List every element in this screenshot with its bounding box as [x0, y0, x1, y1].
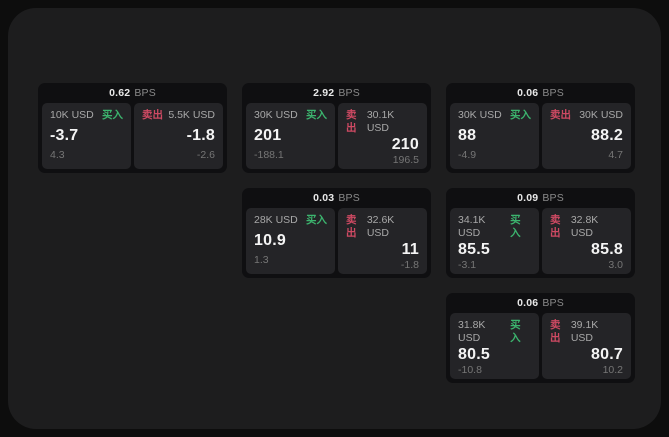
buy-badge: 买入	[306, 214, 327, 226]
buy-panel[interactable]: 30K USD 买入 201 -188.1	[246, 103, 335, 169]
buy-delta: -10.8	[458, 364, 482, 376]
buy-amount: 28K USD	[254, 214, 298, 226]
sell-panel[interactable]: 卖出 30.1K USD 210 196.5	[338, 103, 427, 169]
bps-header: 0.06 BPS	[450, 83, 631, 103]
sell-delta: 4.7	[608, 149, 623, 161]
sell-delta: 3.0	[608, 259, 623, 271]
buy-price: 201	[254, 127, 282, 144]
buy-price: 80.5	[458, 346, 490, 363]
buy-price: 85.5	[458, 241, 490, 258]
buy-badge: 买入	[306, 109, 327, 121]
sell-panel[interactable]: 卖出 32.8K USD 85.8 3.0	[542, 208, 631, 274]
buy-delta: 1.3	[254, 254, 269, 266]
bps-header: 0.09 BPS	[450, 188, 631, 208]
sell-delta: -2.6	[196, 149, 215, 161]
sell-panel[interactable]: 卖出 39.1K USD 80.7 10.2	[542, 313, 631, 379]
quote-card: 0.62 BPS 10K USD 买入 -3.7 4.3 卖出 5.5K USD	[38, 83, 227, 173]
sell-amount: 32.6K USD	[366, 214, 395, 239]
quote-card: 0.03 BPS 28K USD 买入 10.9 1.3 卖出 32.6K US…	[242, 188, 431, 278]
bps-unit-label: BPS	[542, 192, 564, 204]
sell-delta: -1.8	[400, 259, 419, 271]
sell-badge: 卖出	[346, 214, 357, 239]
buy-delta: -3.1	[458, 259, 477, 271]
quote-card: 0.09 BPS 34.1K USD 买入 85.5 -3.1 卖出 32.8K…	[446, 188, 635, 278]
buy-amount: 30K USD	[458, 109, 502, 121]
buy-panel[interactable]: 10K USD 买入 -3.7 4.3	[42, 103, 131, 169]
buy-badge: 买入	[102, 109, 123, 121]
buy-price: -3.7	[50, 127, 79, 144]
bps-value: 0.03	[313, 192, 335, 204]
buy-panel[interactable]: 34.1K USD 买入 85.5 -3.1	[450, 208, 539, 274]
bps-unit-label: BPS	[338, 87, 360, 99]
buy-panel[interactable]: 30K USD 买入 88 -4.9	[450, 103, 539, 169]
sell-badge: 卖出	[142, 109, 163, 121]
bps-value: 0.09	[517, 192, 539, 204]
buy-panel[interactable]: 28K USD 买入 10.9 1.3	[246, 208, 335, 274]
buy-amount: 30K USD	[254, 109, 298, 121]
bps-header: 0.06 BPS	[450, 293, 631, 313]
quote-card: 0.06 BPS 30K USD 买入 88 -4.9 卖出 30K USD	[446, 83, 635, 173]
sell-amount: 5.5K USD	[168, 109, 215, 121]
sell-badge: 卖出	[550, 214, 561, 239]
bps-unit-label: BPS	[542, 87, 564, 99]
sell-badge: 卖出	[550, 319, 561, 344]
quote-card: 2.92 BPS 30K USD 买入 201 -188.1 卖出 30.1K …	[242, 83, 431, 173]
sell-price: 210	[391, 136, 419, 153]
buy-badge: 买入	[510, 214, 521, 239]
sell-price: 88.2	[591, 127, 623, 144]
buy-amount: 34.1K USD	[458, 214, 486, 239]
sell-price: 85.8	[591, 241, 623, 258]
bps-unit-label: BPS	[338, 192, 360, 204]
buy-delta: -4.9	[458, 149, 477, 161]
sell-badge: 卖出	[346, 109, 357, 134]
buy-amount: 31.8K USD	[458, 319, 486, 344]
buy-panel[interactable]: 31.8K USD 买入 80.5 -10.8	[450, 313, 539, 379]
sell-price: -1.8	[186, 127, 215, 144]
bps-value: 2.92	[313, 87, 335, 99]
bps-header: 2.92 BPS	[246, 83, 427, 103]
quote-card: 0.06 BPS 31.8K USD 买入 80.5 -10.8 卖出 39.1…	[446, 293, 635, 383]
app-surface: 0.62 BPS 10K USD 买入 -3.7 4.3 卖出 5.5K USD	[8, 8, 661, 429]
buy-amount: 10K USD	[50, 109, 94, 121]
sell-amount: 30.1K USD	[366, 109, 395, 134]
sell-panel[interactable]: 卖出 5.5K USD -1.8 -2.6	[134, 103, 223, 169]
buy-price: 88	[458, 127, 477, 144]
bps-header: 0.03 BPS	[246, 188, 427, 208]
buy-price: 10.9	[254, 232, 286, 249]
sell-amount: 30K USD	[579, 109, 623, 121]
sell-price: 11	[401, 241, 419, 258]
bps-header: 0.62 BPS	[42, 83, 223, 103]
sell-amount: 39.1K USD	[570, 319, 599, 344]
buy-badge: 买入	[510, 109, 531, 121]
bps-value: 0.62	[109, 87, 131, 99]
bps-value: 0.06	[517, 297, 539, 309]
buy-badge: 买入	[510, 319, 521, 344]
bps-unit-label: BPS	[134, 87, 156, 99]
sell-badge: 卖出	[550, 109, 571, 121]
sell-amount: 32.8K USD	[570, 214, 599, 239]
sell-panel[interactable]: 卖出 32.6K USD 11 -1.8	[338, 208, 427, 274]
sell-price: 80.7	[591, 346, 623, 363]
sell-panel[interactable]: 卖出 30K USD 88.2 4.7	[542, 103, 631, 169]
bps-value: 0.06	[517, 87, 539, 99]
quote-grid: 0.62 BPS 10K USD 买入 -3.7 4.3 卖出 5.5K USD	[38, 83, 635, 383]
buy-delta: -188.1	[254, 149, 284, 161]
sell-delta: 10.2	[602, 364, 623, 376]
sell-delta: 196.5	[392, 154, 419, 166]
buy-delta: 4.3	[50, 149, 65, 161]
bps-unit-label: BPS	[542, 297, 564, 309]
